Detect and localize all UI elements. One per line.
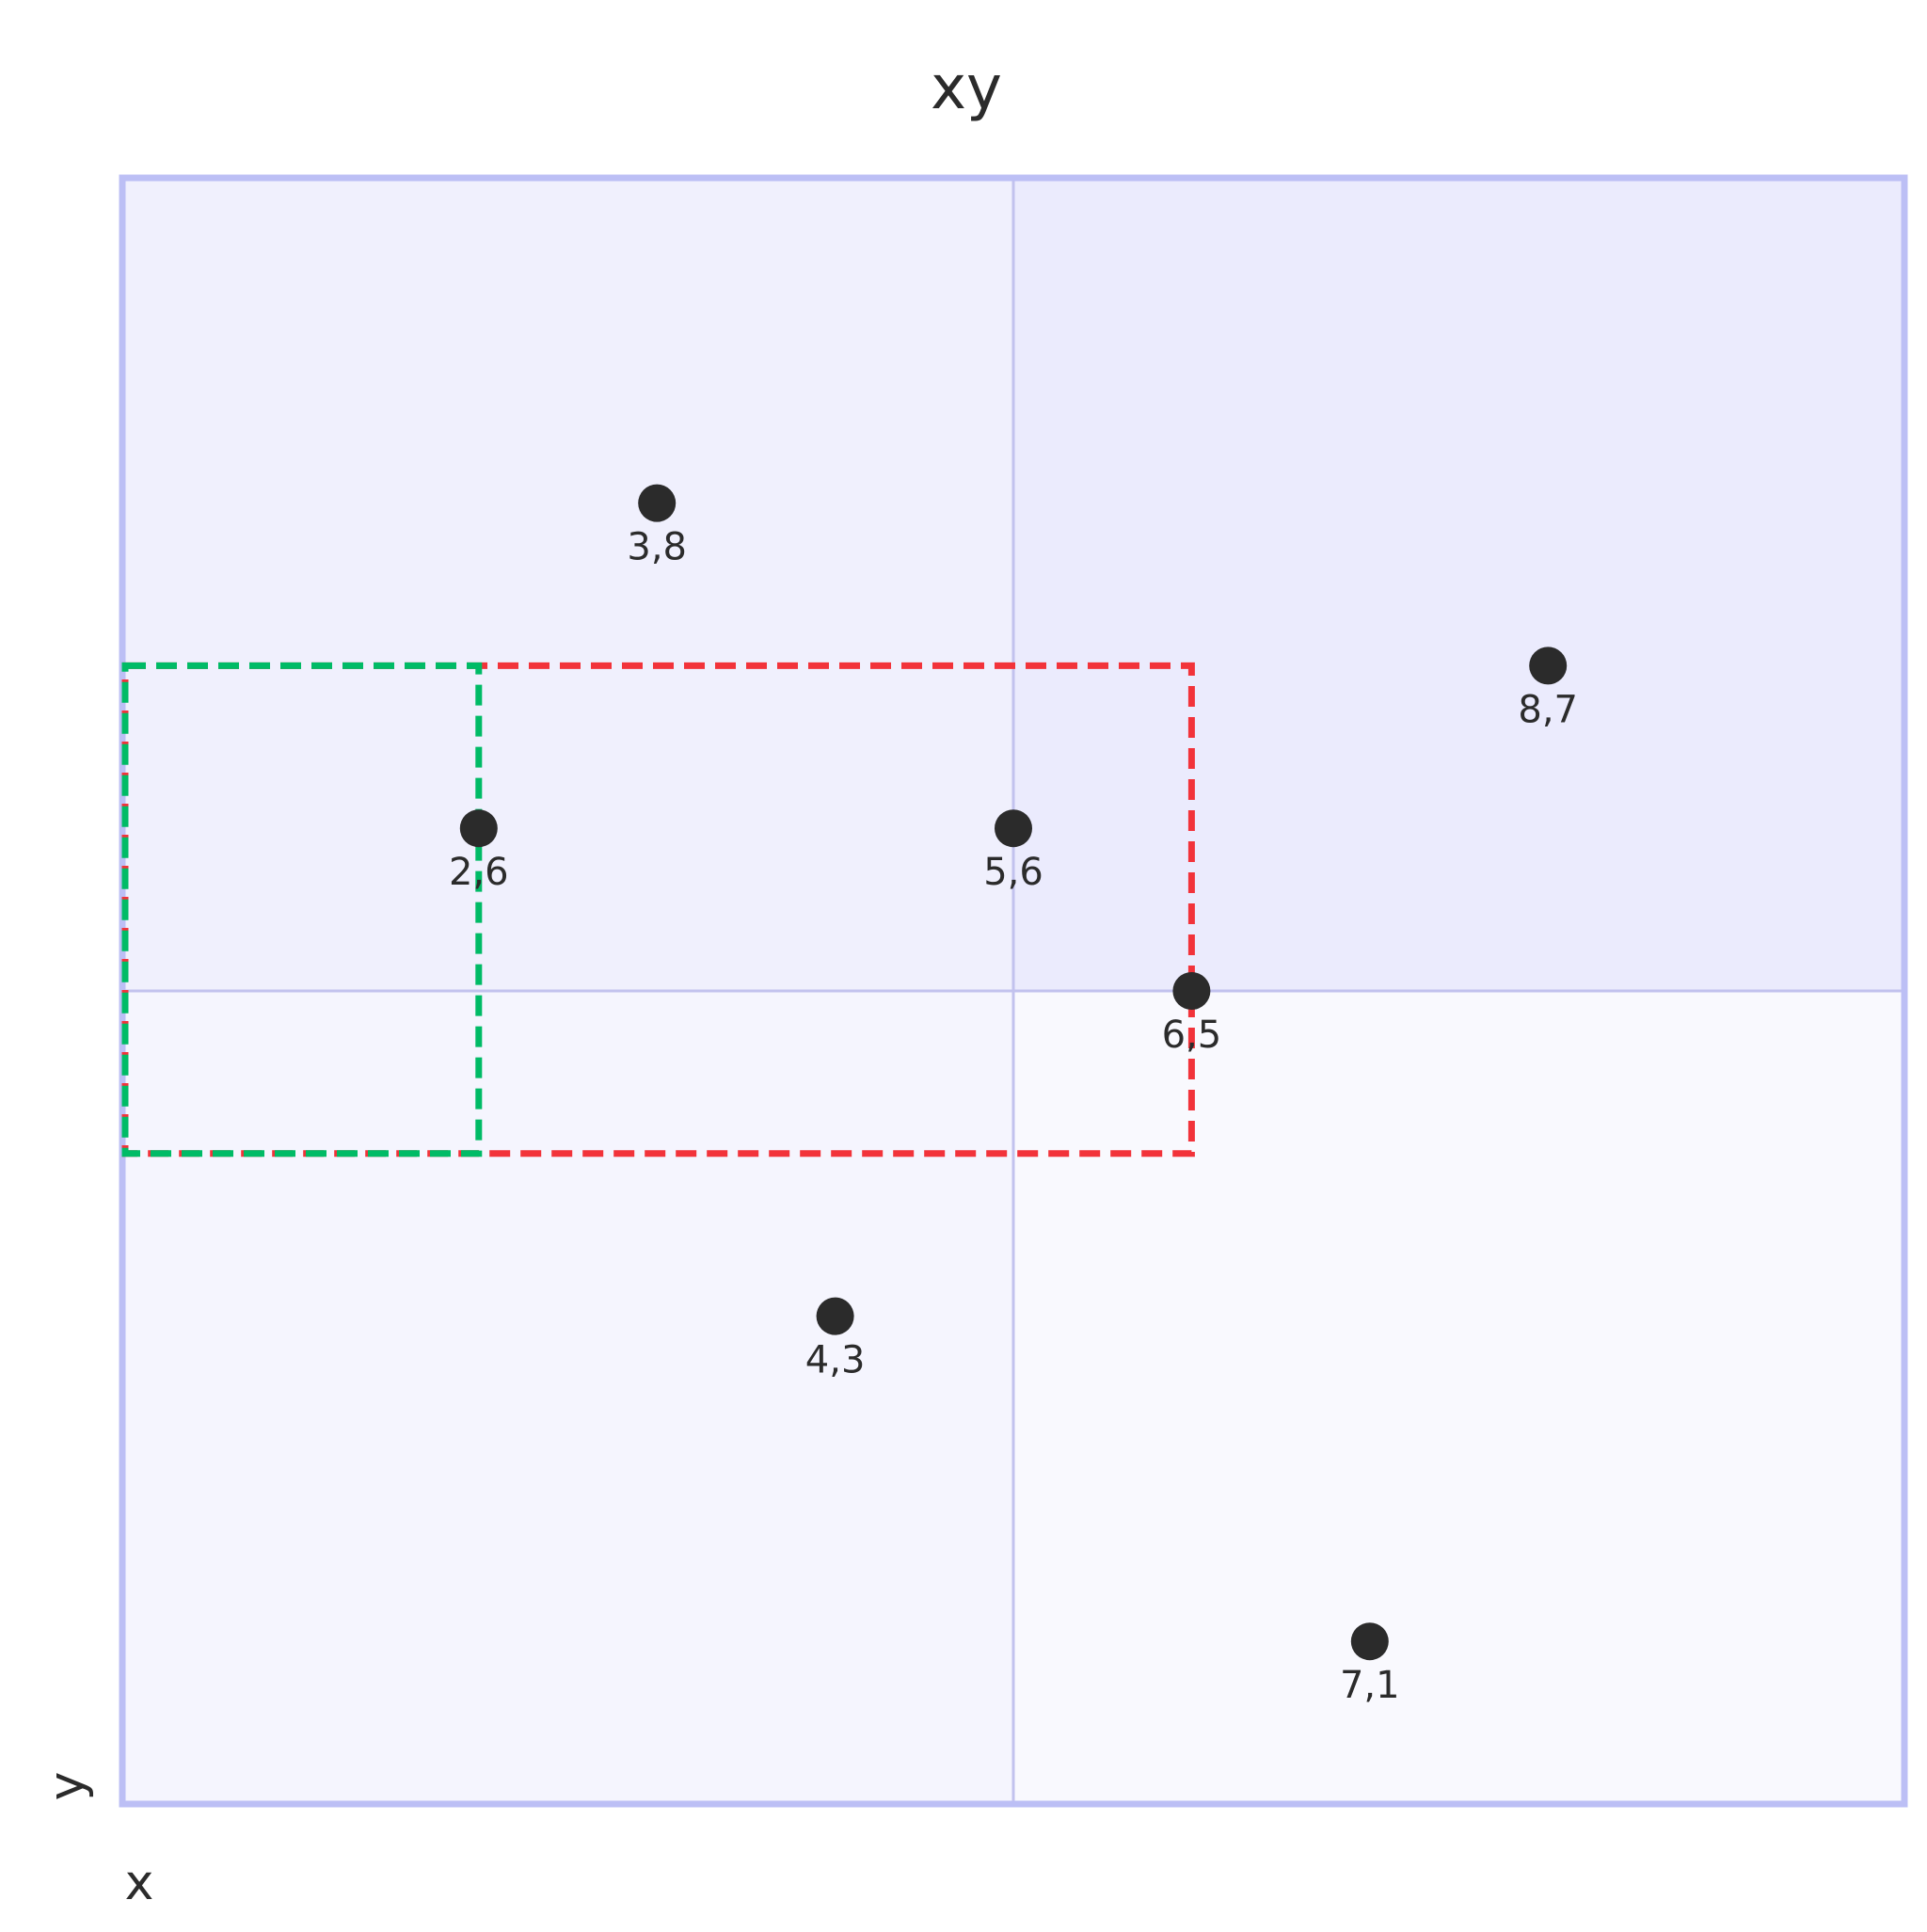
point-label: 6,5 bbox=[1162, 1014, 1222, 1057]
region-bottom-right bbox=[1013, 991, 1904, 1804]
region-bottom-left bbox=[122, 991, 1013, 1804]
point-5-6 bbox=[995, 809, 1032, 848]
point-label: 8,7 bbox=[1518, 688, 1578, 731]
point-6-5 bbox=[1172, 972, 1211, 1010]
partition-regions bbox=[122, 178, 1904, 1804]
point-4-3 bbox=[816, 1297, 854, 1335]
diagram-title: xy bbox=[931, 54, 1002, 123]
region-top-right bbox=[1013, 178, 1904, 991]
point-label: 7,1 bbox=[1340, 1664, 1400, 1707]
region-top-left bbox=[122, 178, 1013, 991]
point-3-8 bbox=[638, 484, 677, 522]
point-label: 2,6 bbox=[449, 851, 509, 894]
point-8-7 bbox=[1529, 647, 1568, 685]
point-layer: 3,8 8,7 2,6 5,6 6,5 4,3 7,1 bbox=[449, 484, 1578, 1707]
x-axis-label: x bbox=[125, 1855, 154, 1911]
point-label: 4,3 bbox=[805, 1339, 866, 1382]
point-label: 3,8 bbox=[627, 526, 687, 569]
result-range-box bbox=[121, 662, 483, 1158]
point-label: 5,6 bbox=[983, 851, 1043, 894]
y-axis-label: y bbox=[39, 1772, 95, 1801]
point-7-1 bbox=[1350, 1622, 1389, 1661]
point-2-6 bbox=[459, 809, 498, 848]
